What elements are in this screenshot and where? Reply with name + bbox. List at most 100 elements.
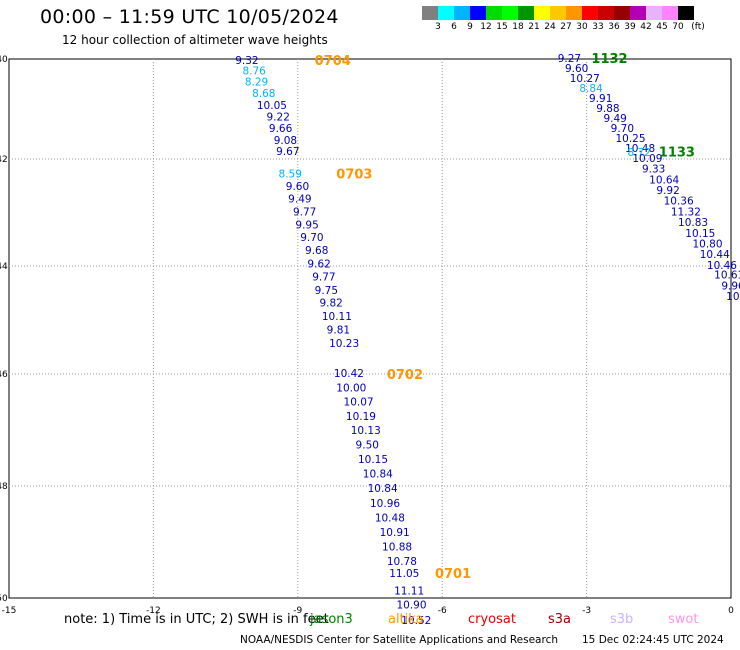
wave-height-value: 9.92: [656, 185, 679, 197]
pass-time-label: 0701: [435, 567, 471, 582]
wave-height-value: 9.70: [300, 232, 323, 244]
wave-height-value: 8.68: [252, 88, 275, 100]
wave-height-value: 9.77: [312, 271, 335, 283]
pass-time-label: 1133: [659, 146, 695, 161]
wave-height-value: 9.91: [589, 93, 612, 105]
legend-entry-s3a: s3a: [548, 612, 572, 627]
wave-height-value: 9.66: [269, 123, 293, 135]
wave-height-value: 9.08: [274, 135, 297, 147]
wave-height-value: 9.95: [295, 219, 318, 231]
x-tick-label: -15: [2, 606, 17, 616]
colorbar-label: 24: [544, 22, 556, 32]
wave-height-value: 9.68: [305, 245, 328, 257]
updated-timestamp: 15 Dec 02:24:45 UTC 2024: [582, 634, 724, 646]
colorbar-swatch: [598, 6, 614, 20]
pass-time-label: 0703: [336, 167, 372, 182]
colorbar-swatch: [582, 6, 598, 20]
x-tick-label: -6: [438, 606, 447, 616]
wave-height-value: 9.27: [558, 53, 581, 65]
wave-height-value: 10.88: [382, 541, 412, 553]
wave-height-value: 9.60: [565, 63, 588, 75]
wave-height-value: 11.05: [389, 568, 419, 580]
wave-height-value: 10.09: [632, 153, 662, 165]
wave-height-value: 10.80: [692, 239, 722, 251]
wave-height-value: 10.15: [358, 454, 388, 466]
credit-text: NOAA/NESDIS Center for Satellite Applica…: [240, 634, 558, 646]
colorbar-label: 3: [435, 22, 441, 32]
colorbar-label: 42: [640, 22, 652, 32]
wave-height-value: 10.15: [685, 228, 715, 240]
wave-height-value: 9.67: [276, 146, 299, 158]
wave-height-value: 9.75: [315, 285, 338, 297]
page-title: 00:00 – 11:59 UTC 10/05/2024: [40, 6, 339, 28]
y-tick-label: -48: [0, 482, 8, 492]
wave-height-value: 8.84: [579, 83, 603, 95]
wave-height-value: 10.19: [346, 411, 376, 423]
wave-height-value: 10.48: [625, 143, 655, 155]
wave-height-value: 8.72: [628, 147, 651, 159]
wave-height-value: 10.83: [678, 217, 708, 229]
wave-height-value: 10.00: [336, 382, 366, 394]
colorbar-label: 30: [576, 22, 588, 32]
colorbar-swatch: [454, 6, 470, 20]
colorbar-swatch: [678, 6, 694, 20]
y-tick-label: -44: [0, 262, 8, 272]
y-tick-label: -46: [0, 370, 8, 380]
pass-labels: 0704 0703 0702 0701 1132 1133: [315, 52, 695, 582]
map-frame: [8, 58, 732, 599]
colorbar: [422, 6, 694, 20]
y-tick-label: -42: [0, 155, 8, 165]
wave-height-value: 10.90: [396, 600, 426, 612]
colorbar-label: 27: [560, 22, 572, 32]
wave-height-value: 10.91: [380, 527, 410, 539]
colorbar-swatch: [566, 6, 582, 20]
colorbar-swatch: [614, 6, 630, 20]
colorbar-swatch: [422, 6, 438, 20]
legend-entry-s3b: s3b: [610, 612, 634, 627]
wave-height-value: 9.49: [288, 194, 311, 206]
colorbar-unit: (ft): [691, 22, 705, 32]
colorbar-label: 12: [480, 22, 492, 32]
wave-height-value: 9.70: [611, 123, 634, 135]
wave-height-value: 8.59: [279, 168, 302, 180]
page-subtitle: 12 hour collection of altimeter wave hei…: [62, 33, 328, 47]
colorbar-swatch: [646, 6, 662, 20]
colorbar-swatch: [438, 6, 454, 20]
colorbar-label: 33: [592, 22, 604, 32]
colorbar-swatch: [518, 6, 534, 20]
axis-ticks: -15 -12 -9 -6 -3 0 -40 -42 -44 -46 -48 -50: [0, 55, 734, 616]
wave-height-value: 10.07: [344, 396, 374, 408]
wave-height-value: 10.42: [334, 368, 364, 380]
colorbar-swatch: [486, 6, 502, 20]
colorbar-swatch: [470, 6, 486, 20]
wave-height-value: 9.22: [267, 112, 290, 124]
legend-entry-altika: altika: [388, 612, 424, 627]
wave-height-value: 9.50: [356, 440, 379, 452]
wave-height-value: 9.62: [307, 258, 330, 270]
wave-height-value: 10.13: [351, 425, 381, 437]
wave-height-value: 9.88: [596, 103, 619, 115]
colorbar-label: 36: [608, 22, 620, 32]
wave-height-value: 9.96: [721, 280, 740, 292]
wave-height-value: 9.60: [286, 181, 309, 193]
wave-height-value: 9.33: [642, 164, 665, 176]
colorbar-swatch: [630, 6, 646, 20]
colorbar-label: 18: [512, 22, 524, 32]
wave-height-value: 10.78: [387, 556, 417, 568]
colorbar-swatch: [534, 6, 550, 20]
wave-height-value: 8.29: [245, 77, 268, 89]
wave-height-value: 10.44: [700, 249, 730, 261]
legend-entry-cryosat: cryosat: [468, 612, 516, 627]
wave-height-value: 9.77: [293, 206, 316, 218]
track-b: 9.279.6010.278.849.919.889.499.7010.2510…: [558, 53, 740, 303]
wave-height-value: 9.82: [319, 298, 342, 310]
colorbar-label: 70: [672, 22, 684, 32]
y-tick-label: -50: [0, 594, 8, 604]
wave-height-value: 10.48: [375, 512, 405, 524]
colorbar-label: 21: [528, 22, 540, 32]
wave-height-value: 10.64: [649, 174, 679, 186]
map-grid: [9, 59, 731, 598]
colorbar-label: 6: [451, 22, 457, 32]
wave-height-value: 10.46: [707, 260, 737, 272]
